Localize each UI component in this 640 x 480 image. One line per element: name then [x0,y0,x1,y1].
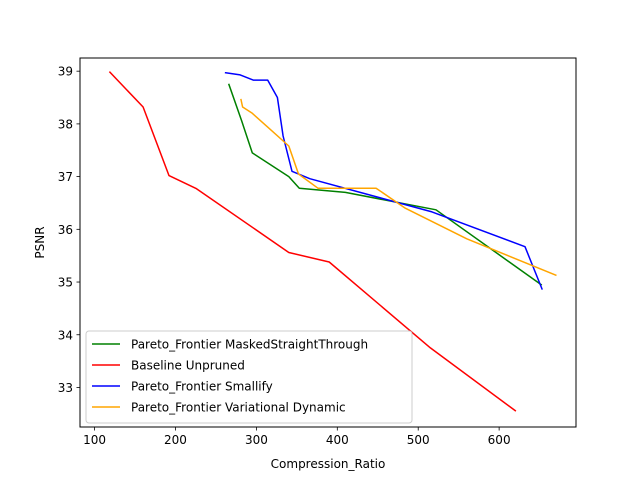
y-tick-label-0: 33 [58,381,73,395]
x-tick-label-2: 300 [245,433,268,447]
y-axis: 33 34 35 36 37 38 39 [58,65,80,395]
y-axis-label: PSNR [33,226,47,258]
y-tick-label-6: 39 [58,65,73,79]
legend: Pareto_Frontier MaskedStraightThrough Bas… [85,330,413,424]
series-line-0 [227,83,543,286]
legend-label-1: Baseline Unpruned [131,359,245,373]
series-line-2 [224,71,543,290]
y-tick-label-5: 38 [58,117,73,131]
y-tick-label-1: 34 [58,328,73,342]
x-axis-label: Compression_Ratio [271,457,386,471]
x-axis: 100 200 300 400 500 600 [83,427,511,447]
y-tick-label-4: 37 [58,170,73,184]
y-tick-label-2: 35 [58,276,73,290]
series-line-3 [240,98,557,277]
plot-frame [79,57,577,428]
y-tick-label-3: 36 [58,223,73,237]
series-line-1 [108,71,517,412]
x-tick-label-1: 200 [164,433,187,447]
x-tick-label-5: 600 [488,433,511,447]
legend-box [85,330,413,424]
x-tick-label-0: 100 [83,433,106,447]
legend-label-0: Pareto_Frontier MaskedStraightThrough [131,338,368,352]
x-tick-label-4: 500 [407,433,430,447]
legend-label-3: Pareto_Frontier Variational Dynamic [131,401,346,415]
legend-label-2: Pareto_Frontier Smallify [131,380,273,394]
series-layer [108,71,557,412]
x-tick-label-3: 400 [326,433,349,447]
